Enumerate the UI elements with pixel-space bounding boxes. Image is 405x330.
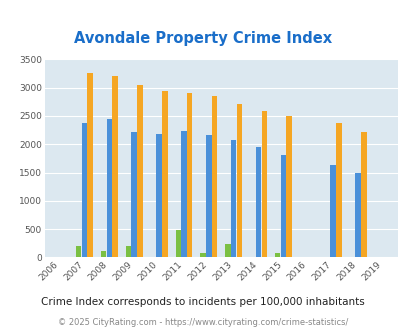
Bar [360,132,366,257]
Bar [255,147,261,257]
Bar [126,246,131,257]
Bar [81,123,87,257]
Bar [236,104,241,257]
Bar [186,93,192,257]
Bar [200,253,205,257]
Bar [87,73,93,257]
Text: Avondale Property Crime Index: Avondale Property Crime Index [74,31,331,46]
Bar [181,131,186,257]
Bar [107,119,112,257]
Bar [112,76,117,257]
Bar [131,132,136,257]
Bar [274,253,280,257]
Bar [230,140,236,257]
Bar [100,251,106,257]
Text: Crime Index corresponds to incidents per 100,000 inhabitants: Crime Index corresponds to incidents per… [41,297,364,307]
Bar [354,173,360,257]
Bar [137,85,142,257]
Bar [211,96,217,257]
Text: © 2025 CityRating.com - https://www.cityrating.com/crime-statistics/: © 2025 CityRating.com - https://www.city… [58,318,347,327]
Bar [280,155,286,257]
Bar [156,134,162,257]
Bar [175,230,181,257]
Bar [162,90,167,257]
Bar [225,245,230,257]
Bar [261,111,266,257]
Bar [206,135,211,257]
Bar [286,116,291,257]
Bar [335,123,341,257]
Bar [76,246,81,257]
Bar [330,165,335,257]
